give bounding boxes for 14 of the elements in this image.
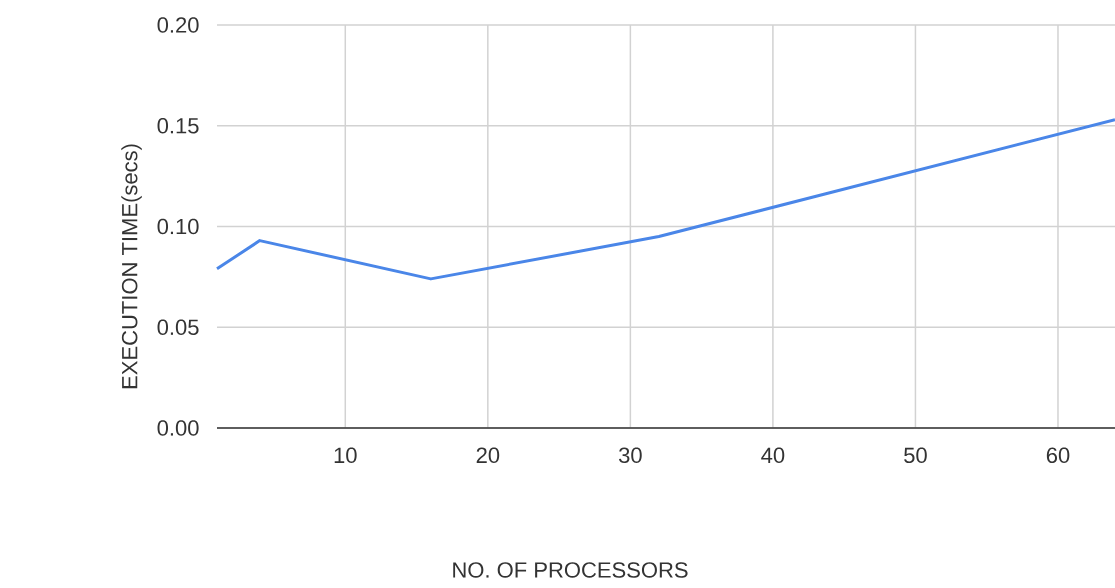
y-tick-label: 0.15 — [157, 117, 199, 134]
x-tick-label: 20 — [476, 447, 500, 464]
x-tick-label: 40 — [761, 447, 785, 464]
y-tick-label: 0.20 — [157, 17, 199, 33]
x-tick-label: 60 — [1046, 447, 1070, 464]
x-tick-label: 30 — [618, 447, 642, 464]
x-axis-title: NO. OF PROCESSORS — [453, 562, 688, 578]
x-tick-label: 50 — [904, 447, 927, 464]
y-tick-label: 0.00 — [157, 420, 199, 436]
y-tick-label: 0.05 — [157, 319, 199, 336]
line-series — [215, 118, 1115, 281]
y-tick-label: 0.10 — [157, 218, 199, 235]
y-axis-title: EXECUTION TIME(secs) — [121, 144, 142, 389]
x-tick-label: 10 — [334, 447, 357, 464]
